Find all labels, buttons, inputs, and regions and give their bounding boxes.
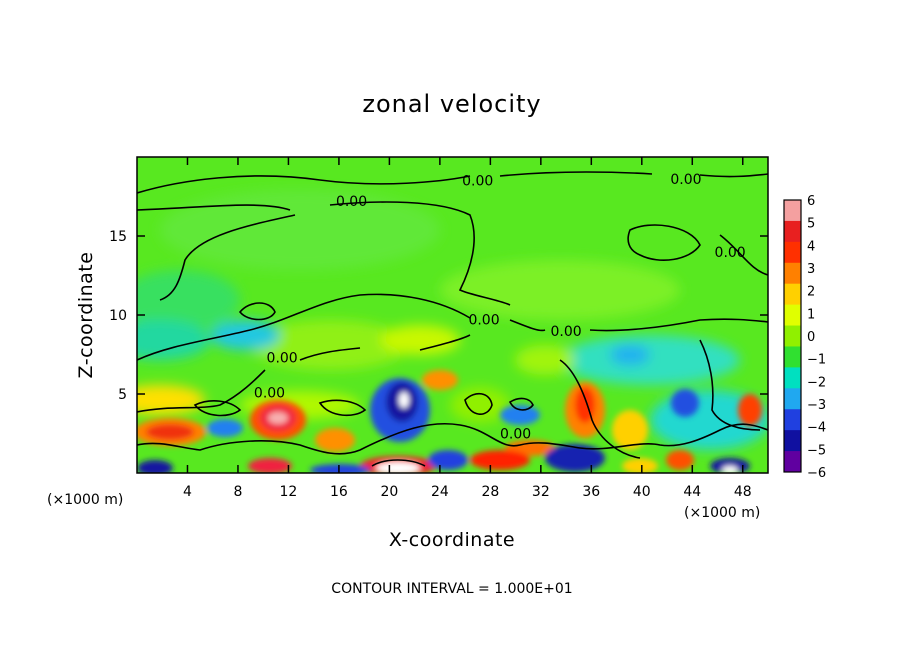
colorbar: 6 5 4 3 2 1 0 −1 −2 −3 −4 −5 −6: [783, 194, 826, 481]
contour-label: 0.00: [462, 174, 493, 190]
x-axis: 4 8 12 16 20 24 28 32 36 40 44 48: [183, 157, 752, 500]
colorbar-label: 3: [807, 262, 815, 277]
colorbar-swatch: [784, 451, 801, 473]
colorbar-label: 1: [807, 307, 815, 322]
y-tick-label: 10: [109, 308, 127, 324]
colorbar-label: −1: [807, 353, 826, 368]
x-tick-label: 36: [582, 484, 600, 500]
colorbar-swatch: [784, 304, 801, 327]
x-tick-label: 40: [633, 484, 651, 500]
colorbar-label: −4: [807, 421, 826, 436]
contour-label: 0.00: [267, 351, 298, 367]
contour-label: 0.00: [670, 172, 701, 188]
colorbar-swatch: [784, 409, 801, 431]
y-tick-label: 5: [118, 387, 127, 403]
colorbar-swatch: [784, 200, 801, 222]
x-tick-label: 4: [183, 484, 192, 500]
contour-label: 0.00: [550, 324, 581, 340]
x-axis-units-left: (×1000 m): [47, 492, 123, 508]
chart-title: zonal velocity: [362, 90, 541, 118]
colorbar-label: −3: [807, 398, 826, 413]
x-tick-label: 24: [431, 484, 449, 500]
x-tick-label: 48: [734, 484, 752, 500]
colorbar-label: 0: [807, 330, 815, 345]
contour-label: 0.00: [468, 313, 499, 329]
colorbar-swatch: [784, 388, 801, 410]
colorbar-swatch: [784, 283, 801, 306]
contour-lines: [137, 171, 768, 467]
contour-label: 0.00: [715, 245, 746, 261]
contour-label: 0.00: [500, 427, 531, 443]
velocity-field: [137, 157, 768, 473]
x-tick-label: 32: [532, 484, 550, 500]
colorbar-label: −2: [807, 375, 826, 390]
x-tick-label: 20: [380, 484, 398, 500]
y-axis-title: Z-coordinate: [75, 252, 97, 379]
contour-label: 0.00: [336, 194, 367, 210]
colorbar-swatch: [784, 430, 801, 452]
x-tick-label: 44: [683, 484, 701, 500]
colorbar-label: 5: [807, 217, 815, 232]
colorbar-swatch: [784, 241, 801, 264]
y-tick-label: 15: [109, 229, 127, 245]
colorbar-swatch: [784, 367, 801, 389]
contour-label: 0.00: [254, 385, 285, 401]
colorbar-label: 2: [807, 285, 815, 300]
colorbar-label: 4: [807, 239, 815, 254]
x-tick-label: 8: [233, 484, 242, 500]
x-tick-label: 16: [330, 484, 348, 500]
colorbar-swatch: [784, 325, 801, 347]
x-axis-title: X-coordinate: [389, 529, 515, 551]
colorbar-swatch: [784, 262, 801, 285]
colorbar-frame: [783, 199, 802, 473]
contour-label-group: 0.00 0.00 0.00 0.00 0.00 0.00 0.00 0.00 0.00: [254, 172, 746, 443]
colorbar-label: −5: [807, 443, 826, 458]
x-tick-label: 28: [481, 484, 499, 500]
colorbar-label: 6: [807, 194, 815, 209]
x-axis-units-right: (×1000 m): [684, 505, 760, 521]
colorbar-swatch: [784, 346, 801, 368]
y-axis: 5 10 15: [109, 229, 768, 403]
contour-interval-note: CONTOUR INTERVAL = 1.000E+01: [331, 581, 572, 597]
x-tick-label: 12: [280, 484, 298, 500]
colorbar-swatch: [784, 220, 801, 243]
colorbar-label: −6: [807, 466, 826, 481]
